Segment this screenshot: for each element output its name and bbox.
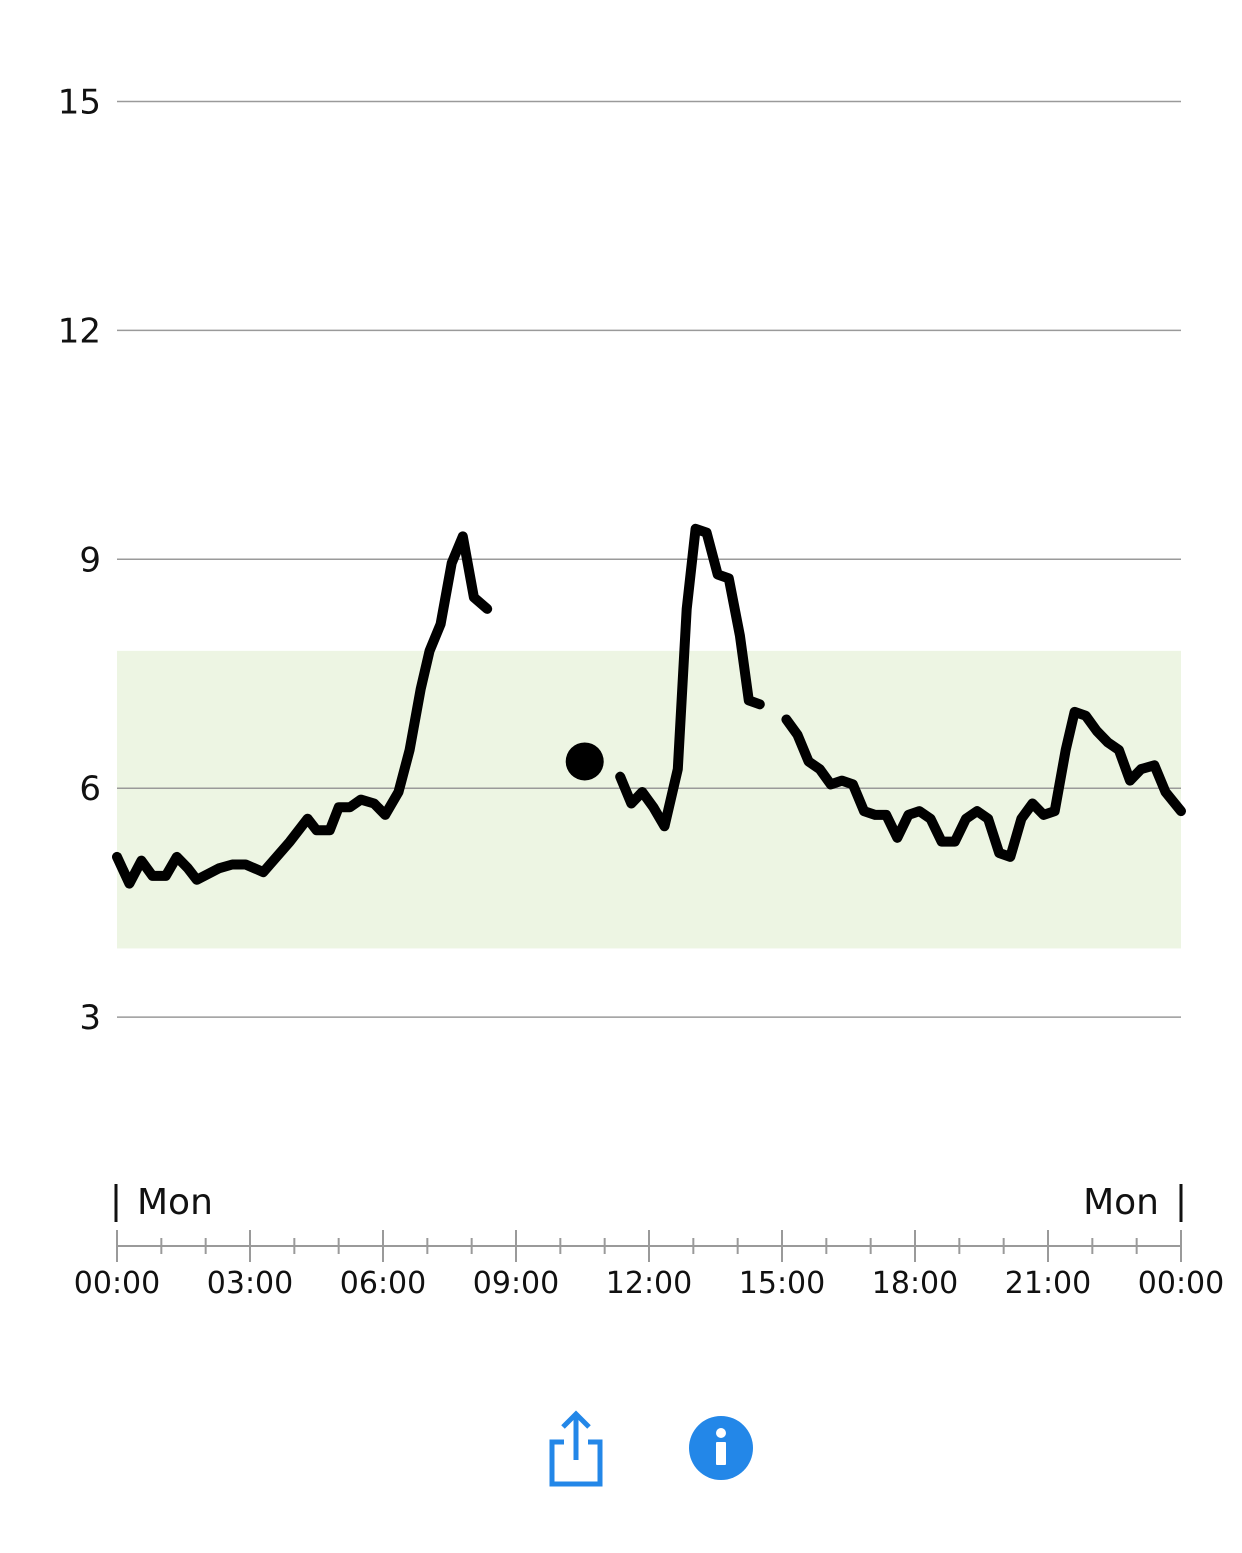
info-button[interactable]: [673, 1400, 769, 1496]
x-tick-label: 09:00: [473, 1266, 559, 1301]
day-end-label: Mon: [1083, 1182, 1159, 1223]
day-start-label: Mon: [137, 1182, 213, 1223]
x-axis: Mon Mon 00:00 03:00 06:00 09:00 12:00 15:00 18…: [74, 1182, 1224, 1301]
x-tick-label: 15:00: [739, 1266, 825, 1301]
series-line-segment: [615, 523, 765, 832]
x-tick-label: 03:00: [207, 1266, 293, 1301]
series-line-segment: [781, 706, 1186, 862]
share-button[interactable]: [528, 1400, 624, 1496]
x-tick-label: 12:00: [606, 1266, 692, 1301]
x-tick-label: 00:00: [1138, 1266, 1224, 1301]
bottom-toolbar: [0, 1400, 1242, 1500]
y-axis-labels: 3 6 9 12 15: [58, 82, 101, 1038]
y-tick-label: 15: [58, 82, 101, 122]
series-line-segment: [112, 531, 493, 889]
x-tick-label: 21:00: [1005, 1266, 1091, 1301]
x-tick-label: 06:00: [340, 1266, 426, 1301]
glucose-chart: 3 6 9 12 15 Mon Mon 00:00 03:00 06:00 09:00 12:0…: [58, 82, 1225, 1301]
x-tick-label: 18:00: [872, 1266, 958, 1301]
glucose-series: [112, 523, 1186, 889]
y-tick-label: 3: [79, 998, 101, 1038]
share-icon: [549, 1410, 603, 1487]
x-tick-label: 00:00: [74, 1266, 160, 1301]
y-tick-label: 6: [79, 769, 101, 809]
y-tick-label: 9: [79, 540, 101, 580]
grid-lines: [117, 100, 1181, 1018]
y-tick-label: 12: [58, 311, 101, 351]
data-point: [565, 742, 604, 781]
info-icon: [689, 1416, 753, 1480]
